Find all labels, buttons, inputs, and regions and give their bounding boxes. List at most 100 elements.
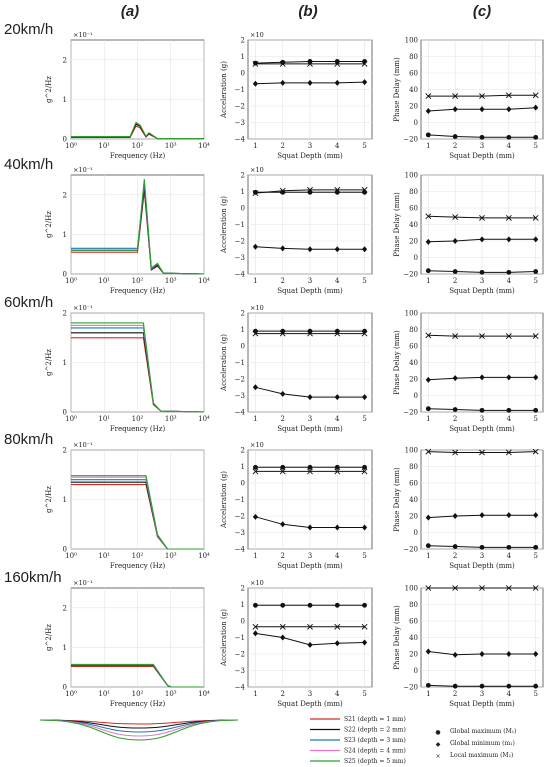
marker-point: [506, 651, 512, 657]
x-tick-label: 2: [453, 415, 457, 423]
y-axis-label: g^2/Hz: [45, 349, 53, 376]
marker-point: [334, 394, 340, 401]
marker-point: [425, 213, 432, 220]
marker-point: [307, 394, 313, 401]
y-tick-label: −4: [235, 684, 246, 692]
marker-point: [280, 390, 286, 397]
y-tick-label: 80: [409, 463, 418, 471]
x-tick-label: 10²: [132, 415, 144, 423]
y-tick-label: 0: [241, 343, 245, 351]
y-tick-label: 0: [241, 70, 245, 78]
y-tick-label: 2: [241, 447, 245, 455]
marker-point: [479, 683, 485, 689]
y-tick-label: −4: [235, 409, 246, 417]
y-exponent-label: ×10⁻¹: [73, 166, 93, 174]
y-axis-label: g^2/Hz: [45, 624, 53, 651]
marker-point: [505, 449, 512, 456]
x-axis-label: Squat Depth (mm): [277, 287, 343, 295]
marker-point: [533, 407, 539, 413]
x-tick-label: 5: [362, 552, 366, 560]
marker-point: [307, 328, 313, 334]
x-tick-label: 1: [253, 142, 257, 150]
legend-label-0: S21 (depth = 1 mm): [344, 716, 406, 723]
legend-label-4: S25 (depth = 5 mm): [344, 758, 406, 765]
y-tick-label: −20: [403, 136, 418, 144]
x-tick-label: 5: [533, 415, 537, 423]
x-tick-label: 4: [507, 415, 512, 423]
y-tick-label: 20: [409, 376, 418, 384]
y-axis-label: g^2/Hz: [45, 211, 53, 238]
marker-point: [425, 648, 431, 655]
x-tick-label: 5: [533, 552, 537, 560]
squat-profile-sketch: [39, 719, 239, 741]
x-tick-label: 3: [308, 690, 312, 698]
marker-point: [252, 468, 259, 475]
marker-point: [280, 634, 286, 641]
y-tick-label: −20: [403, 684, 418, 692]
legend-label-2: S23 (depth = 3 mm): [344, 737, 406, 744]
marker-point: [361, 186, 368, 193]
x-tick-label: 3: [308, 415, 312, 423]
y-tick-label: −4: [235, 271, 246, 279]
x-tick-label: 5: [362, 142, 366, 150]
x-tick-label: 10¹: [98, 142, 110, 150]
marker-point: [334, 640, 340, 647]
marker-point: [307, 524, 313, 531]
panel-a-2: 10⁰ 10¹ 10² 10³ 10⁴ 0 1 2 ×10⁻¹ Frequency (Hz) g^2…: [45, 304, 210, 433]
marker-point: [479, 449, 485, 456]
marker-point: [452, 544, 458, 549]
marker-point: [361, 246, 368, 253]
marker-point: [506, 374, 512, 381]
marker-point: [334, 602, 340, 608]
x-tick-label: 1: [253, 277, 257, 285]
marker-point: [425, 514, 431, 521]
y-tick-label: 20: [409, 651, 418, 659]
x-tick-label: 1: [253, 415, 257, 423]
marker-point: [533, 512, 539, 519]
marker-point: [252, 630, 259, 637]
marker-point: [334, 186, 341, 193]
y-tick-label: 0: [63, 136, 67, 144]
marker-point: [452, 214, 459, 220]
profile-curve-3: [39, 719, 239, 737]
legend: S21 (depth = 1 mm) S22 (depth = 2 mm) S23 …: [39, 716, 517, 765]
marker-point: [452, 683, 458, 689]
x-tick-label: 5: [362, 690, 366, 698]
marker-point: [425, 93, 432, 100]
y-tick-label: 1: [63, 231, 67, 239]
y-tick-label: 0: [414, 529, 418, 537]
marker-point: [253, 60, 258, 66]
y-exponent-label: ×10: [250, 31, 264, 39]
legend-marker-label-0: Global maximum (M₁): [450, 728, 517, 735]
x-tick-label: 2: [280, 552, 284, 560]
marker-point: [452, 585, 459, 591]
marker-point: [252, 243, 259, 250]
x-tick-label: 3: [480, 552, 484, 560]
marker-point: [425, 107, 431, 114]
marker-point: [532, 333, 539, 340]
marker-point: [452, 651, 458, 658]
marker-point: [253, 464, 258, 470]
x-axis-label: Frequency (Hz): [110, 152, 166, 160]
x-tick-label: 10¹: [98, 690, 110, 698]
marker-point: [425, 376, 431, 383]
y-tick-label: −1: [235, 359, 245, 367]
x-tick-label: 1: [426, 552, 430, 560]
y-axis-label: g^2/Hz: [45, 76, 53, 103]
marker-point: [279, 468, 286, 475]
marker-point: [505, 585, 512, 591]
x-tick-label: 10²: [132, 277, 144, 285]
y-axis-label: Phase Delay (mm): [393, 605, 401, 670]
profile-curve-1: [39, 719, 239, 729]
marker-point: [506, 134, 512, 140]
x-tick-label: 5: [533, 277, 537, 285]
marker-point: [334, 189, 340, 195]
marker-point: [533, 269, 539, 274]
column-header-b: (b): [298, 3, 317, 20]
x-tick-label: 2: [280, 415, 284, 423]
marker-point: [532, 214, 539, 221]
y-tick-label: −3: [235, 119, 245, 127]
x-axis-label: Squat Depth (mm): [277, 700, 343, 708]
x-axis-label: Frequency (Hz): [110, 562, 166, 570]
marker-point: [252, 330, 259, 337]
